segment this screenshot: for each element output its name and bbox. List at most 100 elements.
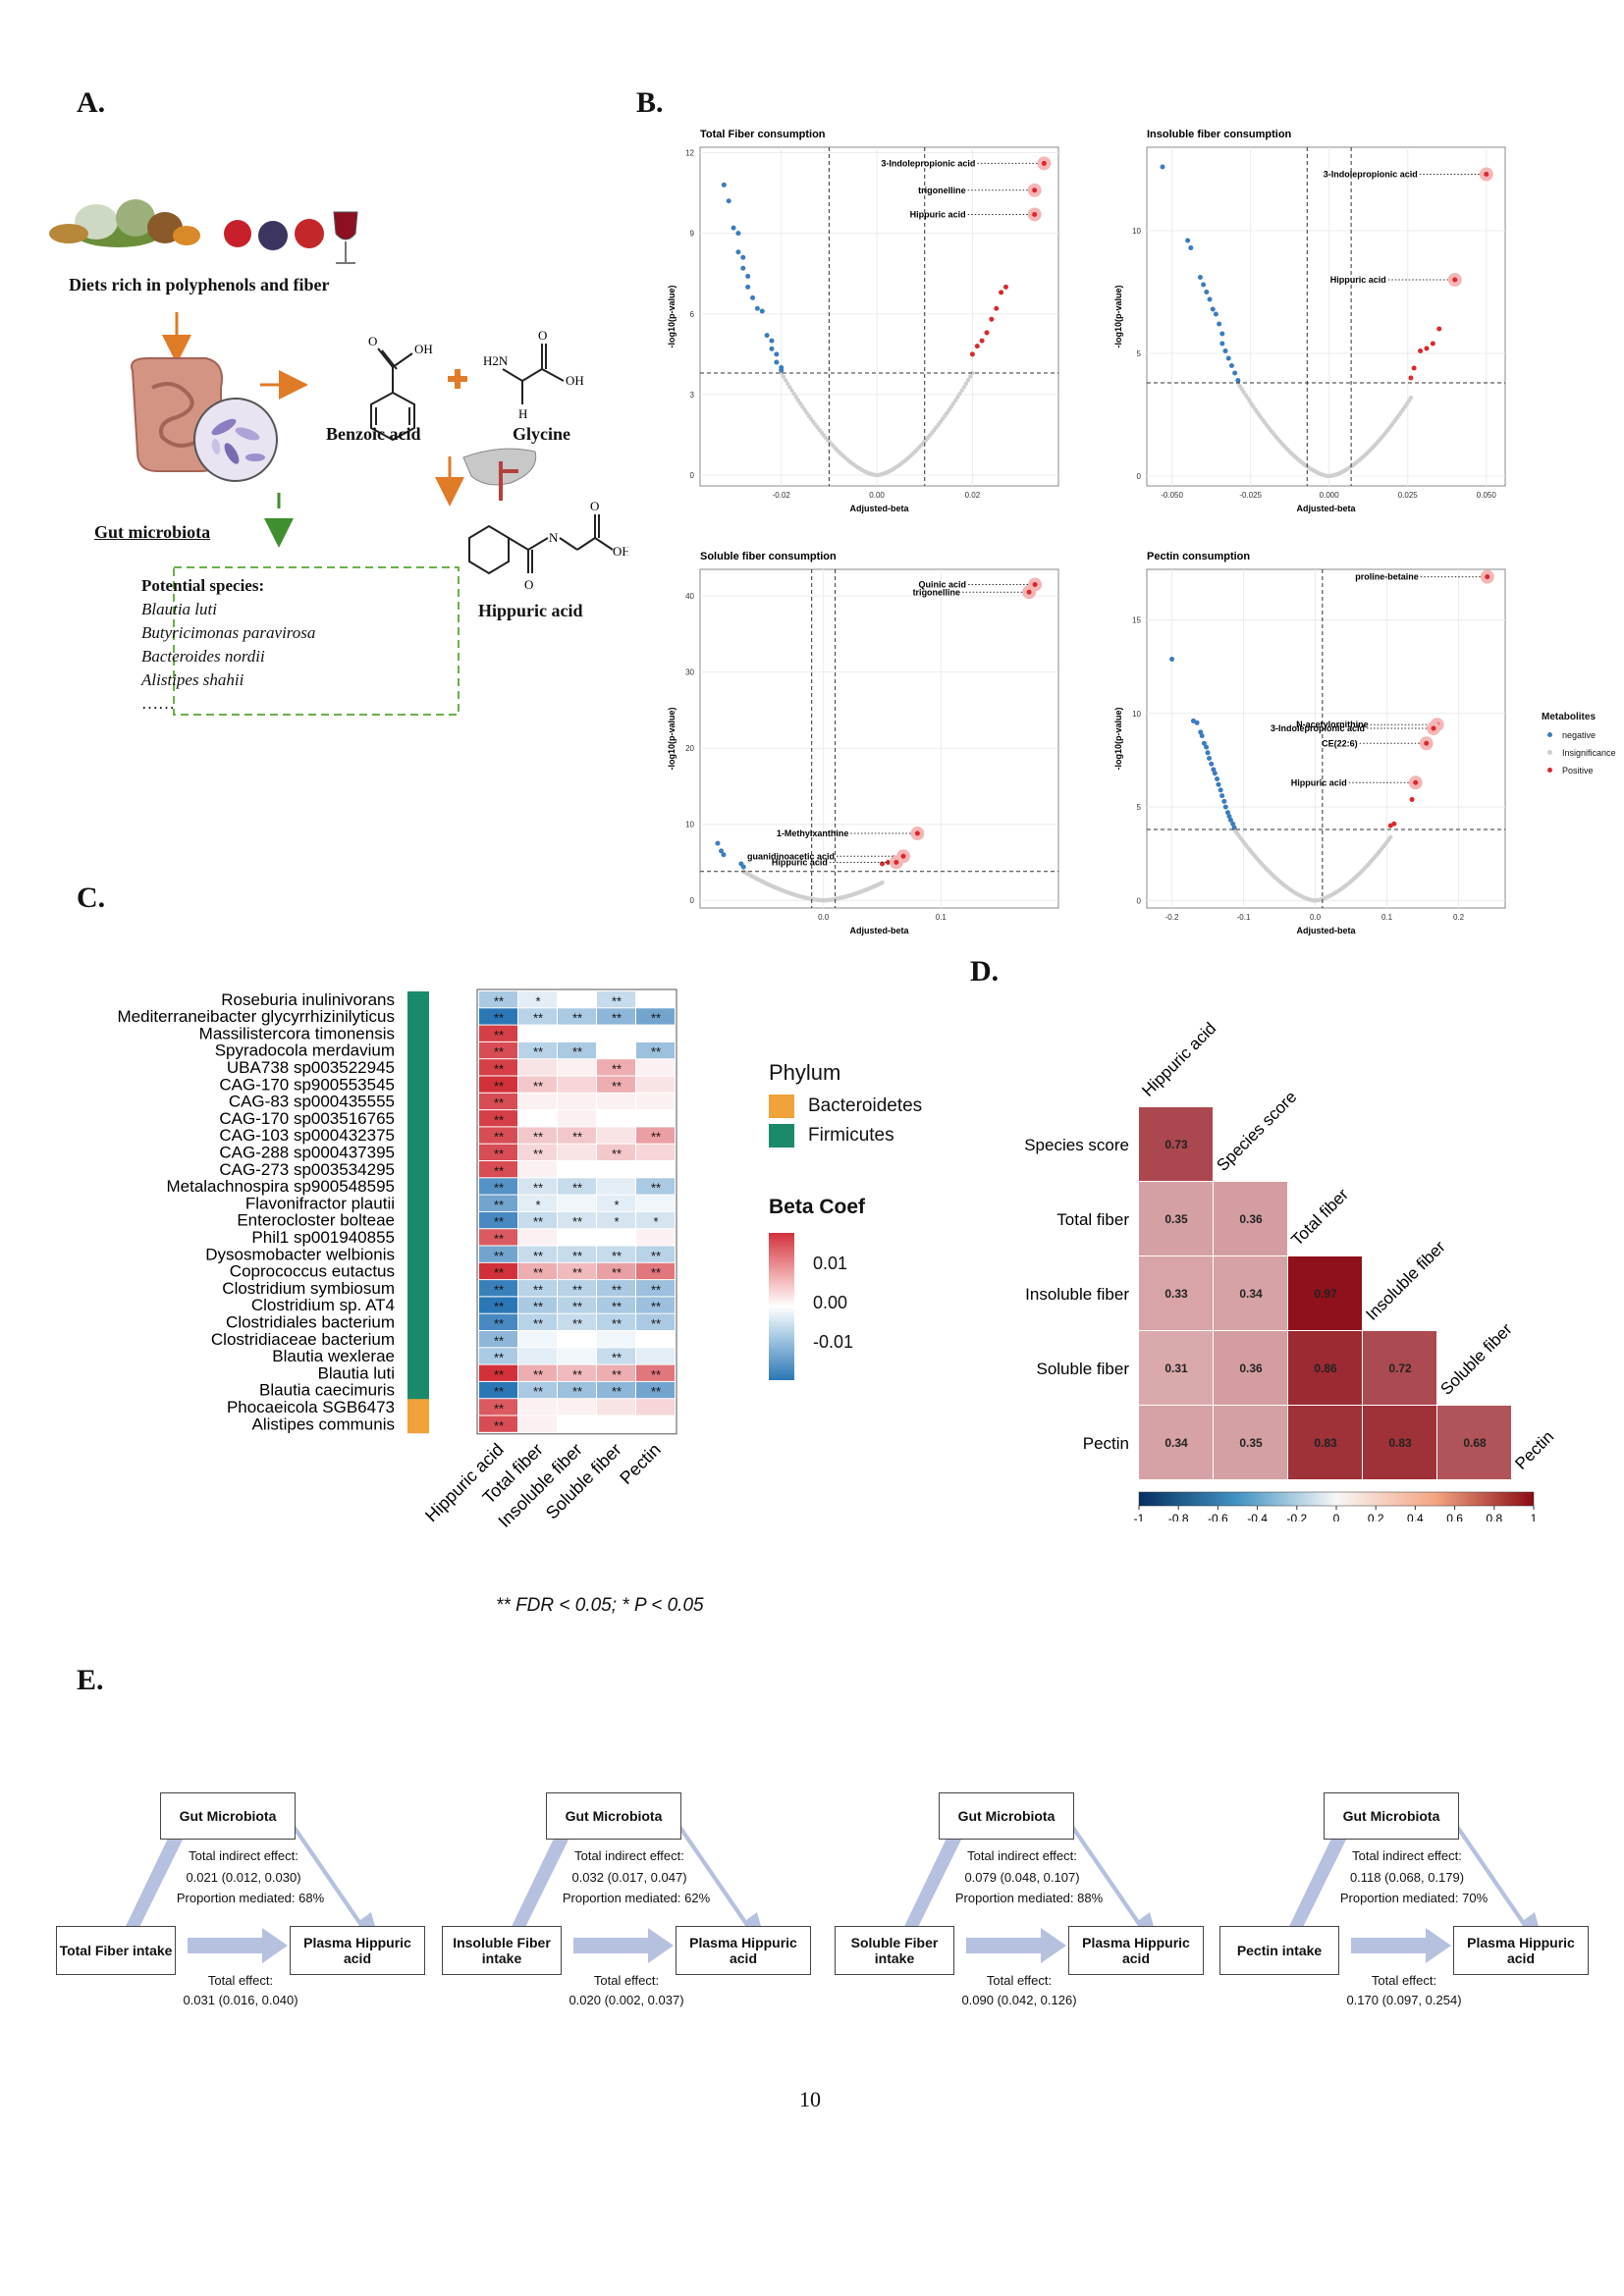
matrix-cell-value: 0.97: [1314, 1287, 1337, 1301]
arrow-mediator-to-outcome: [291, 1820, 381, 1948]
phylum-bar-cell: [407, 1229, 429, 1247]
species-row-label: CAG-170 sp003516765: [219, 1109, 395, 1128]
positive-point: [969, 351, 975, 357]
phylum-bar-cell: [407, 1059, 429, 1077]
heatmap-cell: [479, 1415, 517, 1432]
significance-stars: **: [533, 1249, 543, 1263]
indirect-effect-label: Total indirect effect:: [967, 1848, 1077, 1863]
gut-illustration: [131, 357, 278, 482]
indirect-effect-label: Total indirect effect:: [1352, 1848, 1462, 1863]
matrix-row-label: Pectin: [1083, 1434, 1129, 1453]
matrix-cell: [1139, 1107, 1213, 1181]
species-row-label: Dysosmobacter welbionis: [205, 1245, 395, 1263]
heatmap-cell: [597, 1195, 635, 1211]
insignificant-point: [957, 392, 962, 397]
heatmap-cell: [636, 1280, 675, 1297]
point-label: guanidinoacetic acid: [747, 851, 835, 861]
species-row-label: Blautia caecimuris: [259, 1381, 395, 1400]
potential-species-list: Potential species: Blautia luti Butyrici…: [141, 574, 315, 716]
heatmap-cell: [479, 1313, 517, 1330]
matrix-cell: [1288, 1331, 1362, 1405]
species-row-label: CAG-170 sp900553545: [219, 1075, 395, 1094]
indirect-effect: Total indirect effect: 0.032 (0.017, 0.04…: [556, 1845, 703, 1889]
hippuric-o2-atom: O: [590, 499, 599, 513]
plus-icon: [448, 369, 467, 389]
matrix-cell: [1363, 1406, 1436, 1479]
point-label: Hippuric acid: [772, 857, 828, 867]
heatmap-cell: [479, 1229, 517, 1246]
insignificant-point: [787, 385, 792, 390]
negative-point: [1230, 821, 1236, 827]
total-effect-label: Total effect:: [986, 1973, 1053, 1988]
phylum-bar-cell: [407, 1110, 429, 1128]
point-label: CE(22:6): [1322, 738, 1358, 748]
insignificant-point: [961, 385, 966, 390]
matrix-cell: [1139, 1182, 1213, 1255]
heatmap-cell: [597, 1178, 635, 1195]
positive-point: [1002, 284, 1008, 290]
significance-stars: **: [533, 1011, 543, 1026]
significance-stars: **: [651, 1282, 661, 1297]
mediator-box: Gut Microbiota: [1324, 1792, 1459, 1840]
matrix-column-label: Soluble fiber: [1436, 1319, 1515, 1398]
significance-stars: **: [494, 1316, 504, 1331]
matrix-cell-value: 0.86: [1314, 1362, 1337, 1375]
significance-stars: **: [494, 1147, 504, 1161]
significance-stars: **: [533, 1214, 543, 1229]
legend-title: Metabolites: [1542, 712, 1597, 722]
plot-title: Pectin consumption: [1147, 551, 1250, 562]
heatmap-cell: [479, 1093, 517, 1110]
legend-item-insignificance: Insignificance: [1542, 744, 1616, 762]
matrix-cell-value: 0.72: [1388, 1362, 1412, 1375]
significance-stars: **: [612, 1282, 622, 1297]
heatmap-cell: [518, 1211, 557, 1229]
heatmap-cell: [558, 1297, 596, 1313]
x-tick-label: -0.1: [1237, 913, 1251, 922]
heatmap-cell: [558, 1381, 596, 1399]
negative-point: [1185, 238, 1191, 243]
negative-point: [1198, 729, 1204, 735]
phylum-bar-cell: [407, 1127, 429, 1146]
positive-point: [994, 305, 1000, 311]
heatmap-cell: [479, 1195, 517, 1211]
matrix-column-label: Hippuric acid: [1138, 1019, 1219, 1100]
insignificant-point: [880, 881, 885, 885]
panel-label-e: E.: [77, 1664, 104, 1696]
matrix-cell-value: 0.83: [1388, 1436, 1412, 1450]
matrix-column-label: Pectin: [1511, 1427, 1557, 1473]
negative-point: [1169, 656, 1175, 662]
significance-stars: **: [612, 1316, 622, 1331]
phylum-bar-cell: [407, 1364, 429, 1383]
negative-point: [1219, 793, 1225, 799]
phylum-bar-cell: [407, 1178, 429, 1196]
significance-stars: **: [494, 1402, 504, 1416]
y-axis-label: -log10(p-value): [1113, 285, 1123, 347]
total-effect-label: Total effect:: [207, 1973, 274, 1988]
negative-point: [745, 284, 751, 290]
significance-stars: **: [533, 1044, 543, 1059]
point-label: 3-Indolepropionic acid: [881, 158, 975, 168]
significance-stars: **: [494, 1079, 504, 1094]
significance-stars: **: [494, 1214, 504, 1229]
significance-stars: **: [572, 1367, 582, 1382]
significance-stars: **: [494, 1300, 504, 1314]
negative-point: [715, 840, 721, 846]
negative-point: [1221, 798, 1227, 804]
x-tick-label: 0.000: [1320, 491, 1340, 500]
significance-stars: **: [651, 1249, 661, 1263]
phylum-bar-cell: [407, 1313, 429, 1332]
swatch-icon: [769, 1123, 794, 1148]
point-label: Hippuric acid: [1291, 777, 1347, 787]
arrow-exposure-to-outcome: [1351, 1928, 1451, 1963]
x-tick-label: -0.2: [1165, 913, 1179, 922]
species-row-label: Mediterraneibacter glycyrrhizinilyticus: [118, 1007, 395, 1026]
matrix-cell: [1288, 1256, 1362, 1330]
food-illustration: [49, 199, 358, 264]
heatmap-cell: [597, 1093, 635, 1110]
heatmap-cell: [518, 1280, 557, 1297]
labeled-point: [1032, 582, 1038, 588]
phylum-bar-cell: [407, 1348, 429, 1365]
negative-point: [1231, 825, 1237, 830]
species-box: [173, 566, 460, 716]
phylum-bar-cell: [407, 1041, 429, 1060]
